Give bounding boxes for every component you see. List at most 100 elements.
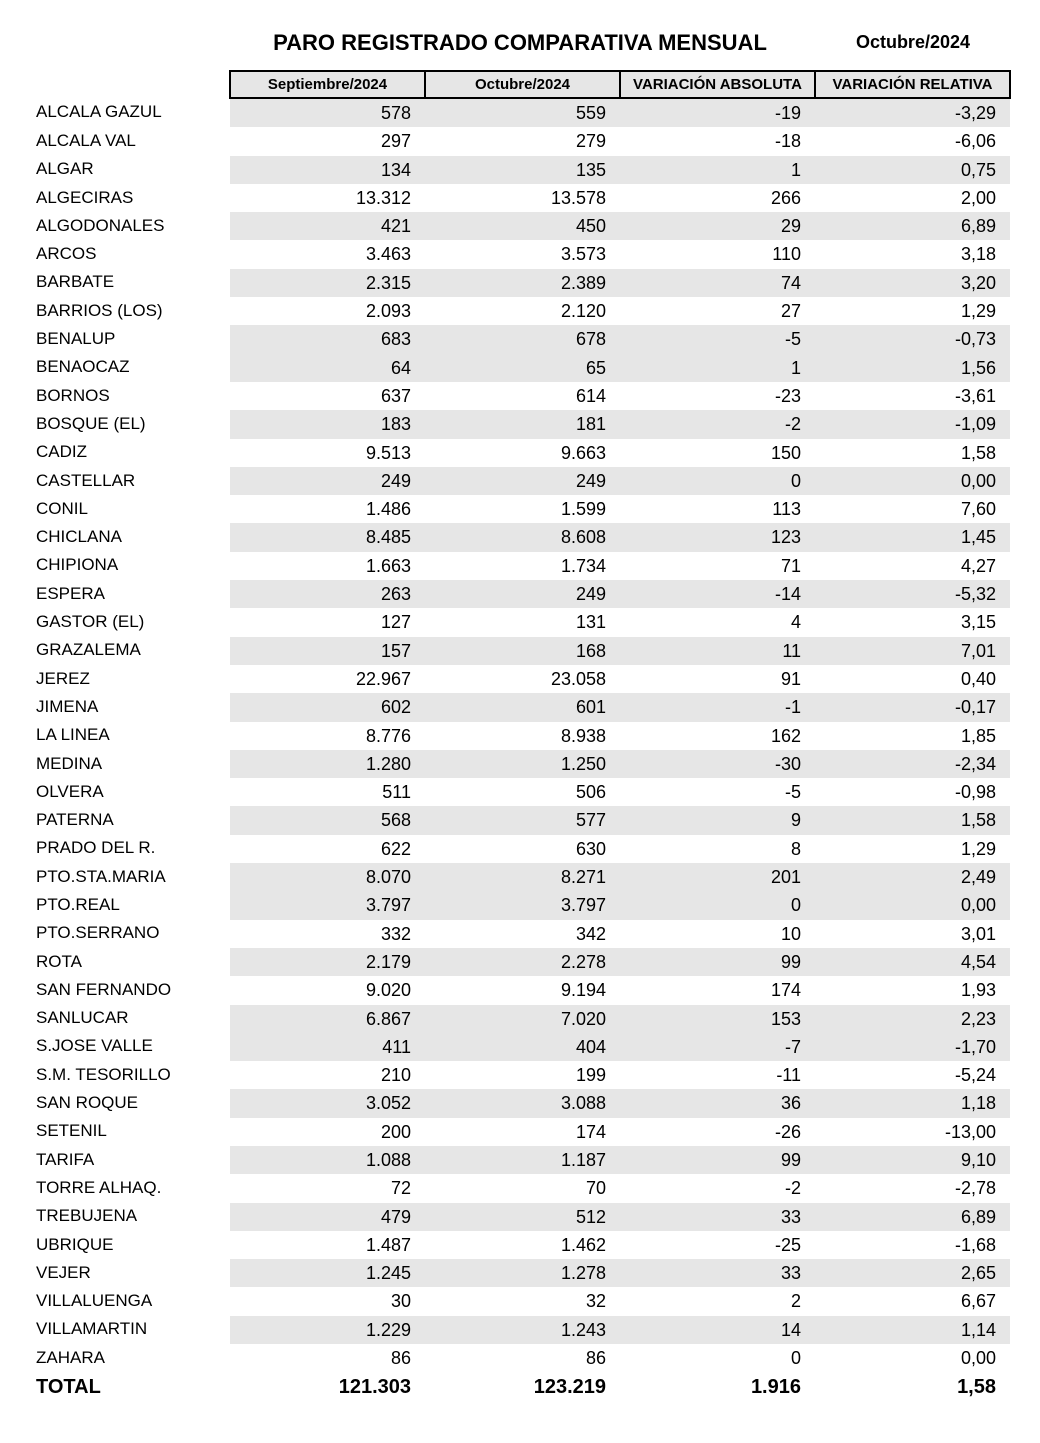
cell-abs: 11: [620, 637, 815, 665]
cell-rel: 0,00: [815, 891, 1010, 919]
cell-rel: 3,20: [815, 269, 1010, 297]
cell-abs: 0: [620, 891, 815, 919]
table-row: SAN FERNANDO9.0209.1941741,93: [30, 976, 1010, 1004]
cell-sep: 622: [230, 835, 425, 863]
col-rel: VARIACIÓN RELATIVA: [815, 71, 1010, 98]
table-row: OLVERA511506-5-0,98: [30, 778, 1010, 806]
table-body: ALCALA GAZUL578559-19-3,29ALCALA VAL2972…: [30, 98, 1010, 1403]
cell-sep: 332: [230, 920, 425, 948]
table-row: PTO.STA.MARIA8.0708.2712012,49: [30, 863, 1010, 891]
cell-rel: 7,01: [815, 637, 1010, 665]
cell-sep: 183: [230, 410, 425, 438]
cell-oct: 199: [425, 1061, 620, 1089]
cell-rel: 1,93: [815, 976, 1010, 1004]
cell-name: BORNOS: [30, 382, 230, 410]
cell-name: TORRE ALHAQ.: [30, 1174, 230, 1202]
cell-oct: 181: [425, 410, 620, 438]
cell-sep: 1.663: [230, 552, 425, 580]
table-row: SAN ROQUE3.0523.088361,18: [30, 1089, 1010, 1117]
cell-oct: 1.243: [425, 1316, 620, 1344]
table-row: GRAZALEMA157168117,01: [30, 637, 1010, 665]
cell-oct: 450: [425, 212, 620, 240]
cell-name: JIMENA: [30, 693, 230, 721]
table-row: CASTELLAR24924900,00: [30, 467, 1010, 495]
table-row: BARBATE2.3152.389743,20: [30, 269, 1010, 297]
cell-name: ALGECIRAS: [30, 184, 230, 212]
cell-sep: 157: [230, 637, 425, 665]
cell-abs: 113: [620, 495, 815, 523]
cell-abs: 2: [620, 1287, 815, 1315]
cell-rel: 1,85: [815, 722, 1010, 750]
table-row: BENALUP683678-5-0,73: [30, 325, 1010, 353]
cell-name: VILLAMARTIN: [30, 1316, 230, 1344]
cell-abs: 123: [620, 523, 815, 551]
cell-sep: 3.797: [230, 891, 425, 919]
cell-oct: 279: [425, 127, 620, 155]
cell-rel: -0,98: [815, 778, 1010, 806]
cell-rel: 1,29: [815, 835, 1010, 863]
cell-abs: 0: [620, 467, 815, 495]
cell-sep: 511: [230, 778, 425, 806]
cell-rel: -0,17: [815, 693, 1010, 721]
cell-abs: -30: [620, 750, 815, 778]
cell-abs: 99: [620, 948, 815, 976]
table-row: S.M. TESORILLO210199-11-5,24: [30, 1061, 1010, 1089]
table-row: ALGECIRAS13.31213.5782662,00: [30, 184, 1010, 212]
cell-name: ALCALA VAL: [30, 127, 230, 155]
cell-rel: -6,06: [815, 127, 1010, 155]
table-row: BORNOS637614-23-3,61: [30, 382, 1010, 410]
cell-rel: -5,24: [815, 1061, 1010, 1089]
cell-oct: 1.278: [425, 1259, 620, 1287]
cell-rel: -3,29: [815, 98, 1010, 127]
cell-rel: 1,58: [815, 1372, 1010, 1403]
cell-oct: 8.608: [425, 523, 620, 551]
cell-sep: 683: [230, 325, 425, 353]
cell-name: BOSQUE (EL): [30, 410, 230, 438]
cell-abs: -2: [620, 1174, 815, 1202]
cell-oct: 1.599: [425, 495, 620, 523]
cell-rel: 1,29: [815, 297, 1010, 325]
cell-oct: 65: [425, 354, 620, 382]
table-row: PTO.SERRANO332342103,01: [30, 920, 1010, 948]
cell-sep: 578: [230, 98, 425, 127]
cell-abs: 14: [620, 1316, 815, 1344]
table-row: ALCALA GAZUL578559-19-3,29: [30, 98, 1010, 127]
title-row: PARO REGISTRADO COMPARATIVA MENSUAL Octu…: [30, 30, 1010, 56]
cell-oct: 9.194: [425, 976, 620, 1004]
cell-sep: 2.315: [230, 269, 425, 297]
cell-oct: 249: [425, 580, 620, 608]
cell-name: SANLUCAR: [30, 1005, 230, 1033]
cell-name: JEREZ: [30, 665, 230, 693]
cell-name: PATERNA: [30, 806, 230, 834]
cell-name: ESPERA: [30, 580, 230, 608]
table-row: TREBUJENA479512336,89: [30, 1203, 1010, 1231]
table-row: ALCALA VAL297279-18-6,06: [30, 127, 1010, 155]
table-row: VEJER1.2451.278332,65: [30, 1259, 1010, 1287]
table-row: MEDINA1.2801.250-30-2,34: [30, 750, 1010, 778]
cell-abs: 29: [620, 212, 815, 240]
cell-oct: 678: [425, 325, 620, 353]
cell-abs: -11: [620, 1061, 815, 1089]
cell-sep: 263: [230, 580, 425, 608]
cell-sep: 1.088: [230, 1146, 425, 1174]
table-row: SANLUCAR6.8677.0201532,23: [30, 1005, 1010, 1033]
cell-sep: 1.487: [230, 1231, 425, 1259]
cell-rel: 3,15: [815, 608, 1010, 636]
cell-abs: 174: [620, 976, 815, 1004]
cell-sep: 249: [230, 467, 425, 495]
cell-rel: 4,27: [815, 552, 1010, 580]
cell-abs: 27: [620, 297, 815, 325]
cell-oct: 7.020: [425, 1005, 620, 1033]
cell-oct: 13.578: [425, 184, 620, 212]
table-row: BOSQUE (EL)183181-2-1,09: [30, 410, 1010, 438]
cell-rel: 7,60: [815, 495, 1010, 523]
cell-abs: 201: [620, 863, 815, 891]
cell-rel: 3,18: [815, 240, 1010, 268]
cell-name: SAN FERNANDO: [30, 976, 230, 1004]
cell-sep: 297: [230, 127, 425, 155]
table-row: PRADO DEL R.62263081,29: [30, 835, 1010, 863]
cell-rel: 0,75: [815, 156, 1010, 184]
cell-abs: -23: [620, 382, 815, 410]
cell-abs: 150: [620, 439, 815, 467]
cell-abs: 153: [620, 1005, 815, 1033]
